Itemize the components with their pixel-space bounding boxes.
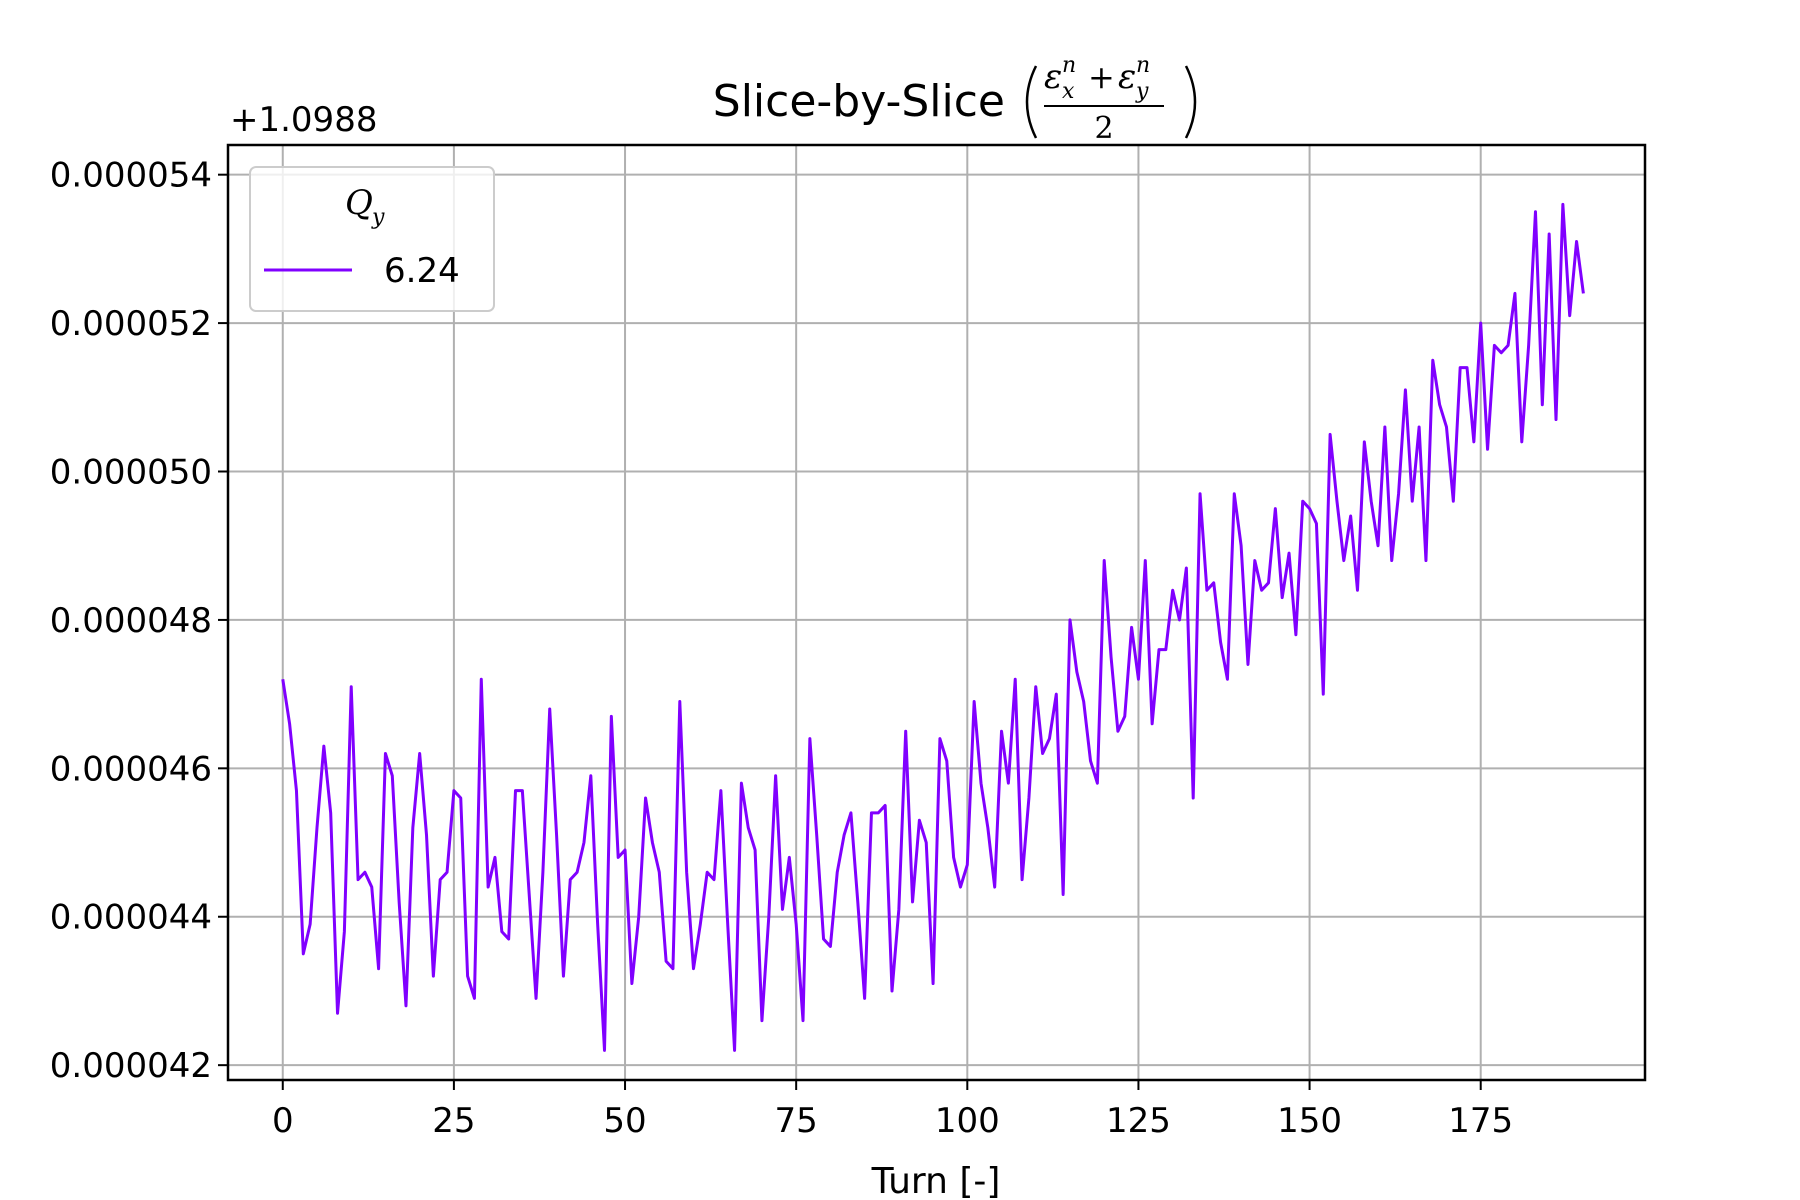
title-eps-x-sub: x [1062, 79, 1075, 104]
title-left-paren [1025, 65, 1038, 139]
y-tick-label: 0.000050 [50, 453, 212, 493]
y-tick-label: 0.000042 [50, 1046, 212, 1086]
title-eps-y-sub: y [1135, 79, 1149, 104]
title-right-paren [1184, 65, 1197, 139]
title-denominator: 2 [1094, 111, 1113, 146]
x-tick-label: 50 [603, 1101, 646, 1141]
title-eps-x-sup: n [1062, 53, 1076, 78]
x-axis-label: Turn [-] [871, 1161, 1001, 1200]
axes: 0 25 50 75 100 125 150 175 0.000042 0.000044 0.000… [50, 143, 1647, 1141]
x-tick-label: 150 [1277, 1101, 1342, 1141]
series-line-0 [281, 202, 1585, 1052]
plot-frame [226, 143, 1647, 1082]
x-tick-label: 175 [1448, 1101, 1513, 1141]
x-tick-label: 75 [775, 1101, 818, 1141]
y-tick-label: 0.000052 [50, 304, 212, 344]
chart-title: Slice-by-Slice ε n x + ε n y 2 [713, 53, 1197, 146]
y-tick-label: 0.000046 [50, 749, 212, 789]
title-eps-y-sup: n [1136, 53, 1150, 78]
series-group [281, 202, 1585, 1052]
chart-title-text: Slice-by-Slice [713, 76, 1005, 127]
x-tick-label: 100 [935, 1101, 1000, 1141]
title-eps-y: ε [1118, 57, 1136, 97]
title-eps-x: ε [1044, 57, 1062, 97]
legend-title: Q [345, 183, 373, 223]
x-tick-label: 25 [432, 1101, 475, 1141]
y-tick-label: 0.000048 [50, 601, 212, 641]
legend-title-sub: y [371, 205, 385, 230]
legend-label: 6.24 [384, 251, 460, 291]
legend: Q y 6.24 [249, 166, 495, 312]
title-plus: + [1088, 58, 1115, 96]
y-offset-label: +1.0988 [230, 100, 377, 140]
legend-box [249, 166, 495, 312]
y-tick-label: 0.000044 [50, 898, 212, 938]
x-tick-label: 125 [1106, 1101, 1171, 1141]
x-tick-label: 0 [272, 1101, 294, 1141]
y-tick-label: 0.000054 [50, 156, 212, 196]
